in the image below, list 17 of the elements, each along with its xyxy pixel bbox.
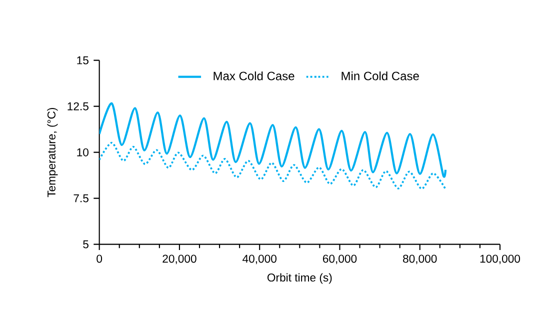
legend-label: Min Cold Case [342, 71, 419, 80]
line-series [99, 102, 447, 177]
x-tick-label: 100,000 [480, 254, 520, 264]
y-tick-label: 7.5 [74, 194, 88, 202]
x-tick-label: 0 [96, 254, 102, 263]
x-tick-label: 40,000 [242, 254, 276, 264]
y-tick-label: 5 [83, 240, 88, 248]
x-tick-label: 80,000 [403, 254, 437, 264]
y-axis-title: Temperature, (°C) [47, 108, 58, 198]
y-tick-label: 15 [77, 56, 88, 64]
line-series [99, 142, 446, 190]
x-axis-title: Orbit time (s) [267, 273, 332, 284]
y-tick-label: 10 [77, 148, 88, 156]
x-tick-label: 20,000 [162, 254, 196, 264]
x-tick-label: 60,000 [322, 254, 357, 264]
y-tick-label: 12.5 [68, 102, 88, 110]
legend-label: Max Cold Case [214, 71, 294, 80]
